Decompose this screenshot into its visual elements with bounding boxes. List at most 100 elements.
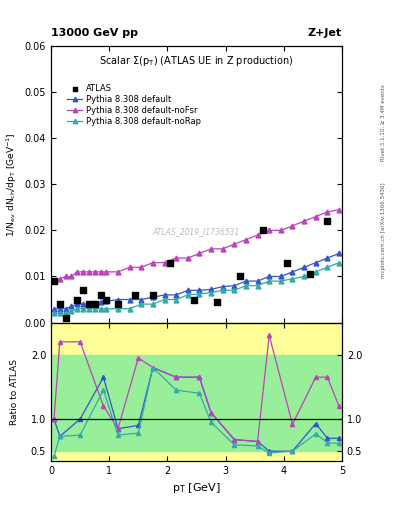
ATLAS [74,295,81,304]
ATLAS [92,300,98,308]
Pythia 8.308 default-noRap [57,310,62,316]
Pythia 8.308 default-noFsr [92,269,97,275]
ATLAS [103,295,110,304]
Pythia 8.308 default [98,299,103,305]
ATLAS [191,295,197,304]
Pythia 8.308 default [127,296,132,303]
Text: Z+Jet: Z+Jet [308,28,342,38]
Text: mcplots.cern.ch [arXiv:1306.3436]: mcplots.cern.ch [arXiv:1306.3436] [381,183,386,278]
Pythia 8.308 default-noRap [127,306,132,312]
ATLAS [57,300,63,308]
Pythia 8.308 default [337,250,342,257]
Pythia 8.308 default-noFsr [325,209,330,215]
Pythia 8.308 default-noRap [279,278,283,284]
ATLAS [62,314,69,322]
Pythia 8.308 default-noFsr [127,264,132,270]
Pythia 8.308 default [244,278,248,284]
Pythia 8.308 default-noRap [290,275,295,282]
Pythia 8.308 default-noRap [197,291,202,297]
Pythia 8.308 default-noFsr [267,227,272,233]
Pythia 8.308 default [185,287,190,293]
Pythia 8.308 default-noFsr [151,260,155,266]
Pythia 8.308 default-noRap [151,301,155,307]
Pythia 8.308 default-noRap [86,306,91,312]
Pythia 8.308 default [104,298,109,305]
Pythia 8.308 default [51,306,56,312]
Pythia 8.308 default [86,301,91,307]
Pythia 8.308 default [57,306,62,312]
Pythia 8.308 default-noRap [81,306,85,312]
Pythia 8.308 default-noFsr [69,273,74,280]
Pythia 8.308 default-noFsr [220,246,225,252]
Pythia 8.308 default-noFsr [185,255,190,261]
Pythia 8.308 default [92,300,97,306]
Pythia 8.308 default-noRap [162,296,167,303]
Pythia 8.308 default-noRap [75,306,80,312]
ATLAS [132,291,139,299]
Pythia 8.308 default-noRap [69,308,74,314]
Pythia 8.308 default-noFsr [86,269,91,275]
Pythia 8.308 default-noFsr [104,269,109,275]
Pythia 8.308 default-noRap [63,310,68,316]
Pythia 8.308 default [162,292,167,298]
Pythia 8.308 default-noRap [337,260,342,266]
Text: Rivet 3.1.10, ≥ 3.4M events: Rivet 3.1.10, ≥ 3.4M events [381,84,386,161]
Pythia 8.308 default-noRap [139,301,143,307]
Pythia 8.308 default-noRap [92,306,97,312]
ATLAS [86,300,92,308]
Pythia 8.308 default [279,273,283,280]
Pythia 8.308 default [69,303,74,309]
Pythia 8.308 default-noFsr [139,264,143,270]
Pythia 8.308 default [174,292,178,298]
Text: 13000 GeV pp: 13000 GeV pp [51,28,138,38]
ATLAS [324,217,331,225]
ATLAS [51,277,57,285]
Pythia 8.308 default-noFsr [209,246,213,252]
Pythia 8.308 default-noFsr [244,237,248,243]
Pythia 8.308 default-noRap [267,278,272,284]
Pythia 8.308 default-noFsr [337,206,342,213]
Pythia 8.308 default-noRap [116,306,120,312]
ATLAS [97,291,104,299]
Pythia 8.308 default [75,301,80,307]
Pythia 8.308 default-noFsr [162,260,167,266]
ATLAS [283,259,290,267]
Pythia 8.308 default-noFsr [174,255,178,261]
Line: Pythia 8.308 default-noFsr: Pythia 8.308 default-noFsr [51,207,342,284]
Pythia 8.308 default-noRap [98,306,103,312]
Pythia 8.308 default-noRap [209,290,213,296]
Pythia 8.308 default-noFsr [313,214,318,220]
Legend: ATLAS, Pythia 8.308 default, Pythia 8.308 default-noFsr, Pythia 8.308 default-no: ATLAS, Pythia 8.308 default, Pythia 8.30… [64,81,204,130]
Pythia 8.308 default-noRap [51,310,56,316]
Pythia 8.308 default [290,269,295,275]
Pythia 8.308 default-noRap [104,306,109,312]
Pythia 8.308 default [139,296,143,303]
Pythia 8.308 default [325,255,330,261]
Pythia 8.308 default [197,287,202,293]
Pythia 8.308 default-noRap [313,269,318,275]
ATLAS [260,226,266,234]
Text: Scalar $\Sigma$(p$_\mathrm{T}$) (ATLAS UE in Z production): Scalar $\Sigma$(p$_\mathrm{T}$) (ATLAS U… [99,54,294,69]
Pythia 8.308 default-noRap [325,264,330,270]
Pythia 8.308 default-noFsr [302,218,307,224]
Text: ATLAS_2019_I1736531: ATLAS_2019_I1736531 [153,227,240,236]
Line: Pythia 8.308 default: Pythia 8.308 default [51,251,342,311]
Pythia 8.308 default [63,306,68,312]
Pythia 8.308 default-noFsr [290,223,295,229]
Line: Pythia 8.308 default-noRap: Pythia 8.308 default-noRap [51,260,342,316]
Pythia 8.308 default-noFsr [57,275,62,282]
Pythia 8.308 default [151,294,155,300]
ATLAS [167,259,173,267]
ATLAS [214,298,220,306]
ATLAS [115,300,121,308]
Pythia 8.308 default-noFsr [75,269,80,275]
Pythia 8.308 default-noFsr [197,250,202,257]
ATLAS [307,270,313,279]
X-axis label: p$_\mathrm{T}$ [GeV]: p$_\mathrm{T}$ [GeV] [172,481,221,495]
Pythia 8.308 default-noRap [220,287,225,293]
Pythia 8.308 default-noFsr [255,232,260,238]
Pythia 8.308 default-noFsr [51,278,56,284]
Pythia 8.308 default-noRap [302,273,307,280]
ATLAS [237,272,243,281]
Pythia 8.308 default [313,260,318,266]
